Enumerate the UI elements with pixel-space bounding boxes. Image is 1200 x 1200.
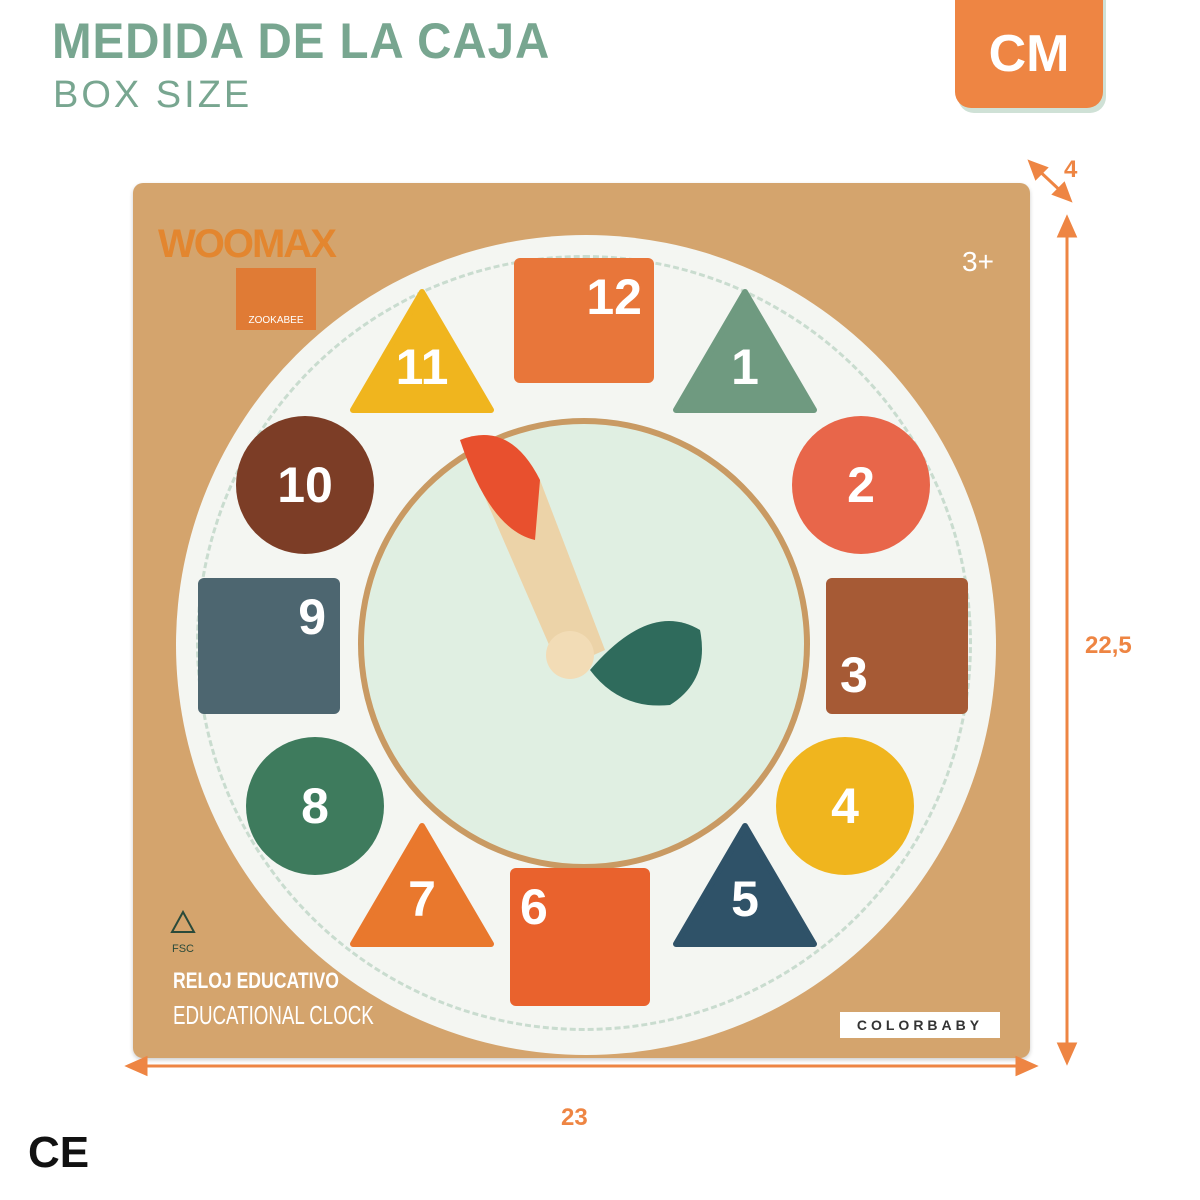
clock-piece-10: 10 [236, 416, 374, 554]
number-label: 6 [520, 879, 548, 935]
number-label: 3 [840, 647, 868, 703]
clock-piece-1: 1 [673, 289, 817, 413]
number-label: 2 [847, 457, 875, 513]
clock-center-knob [546, 631, 594, 679]
ce-mark: CE [28, 1128, 90, 1177]
page-title: MEDIDA DE LA CAJA [52, 13, 551, 69]
tree-icon [170, 909, 196, 933]
clock-dashed-border [196, 255, 972, 1031]
clock-piece-12: 12 [514, 258, 654, 383]
clock-piece-3: 3 [826, 578, 968, 714]
number-label: 11 [396, 339, 449, 395]
clock-piece-11: 11 [350, 289, 494, 413]
fsc-label: FSC [172, 943, 194, 955]
age-label: 3+ [962, 246, 994, 277]
product-name-es: RELOJ EDUCATIVO [173, 968, 339, 993]
number-label: 8 [301, 778, 329, 834]
number-label: 7 [408, 871, 436, 927]
height-label: 22,5 [1085, 632, 1132, 659]
minute-hand-tip [590, 621, 702, 706]
number-label: 4 [831, 778, 859, 834]
clock-piece-4: 4 [776, 737, 914, 875]
width-label: 23 [561, 1104, 588, 1131]
number-label: 1 [731, 339, 759, 395]
manufacturer-logo: COLORBABY [840, 1012, 1000, 1038]
number-label: 10 [277, 457, 333, 513]
sub-brand-badge: ZOOKABEE [236, 268, 316, 330]
page-subtitle: BOX SIZE [53, 74, 253, 116]
brand-logo: WOOMAX [158, 222, 337, 266]
number-label: 5 [731, 871, 759, 927]
clock-piece-9: 9 [198, 578, 340, 714]
clock-piece-7: 7 [350, 823, 494, 947]
clock-piece-2: 2 [792, 416, 930, 554]
unit-badge: CM [955, 0, 1103, 108]
product-name-en: EDUCATIONAL CLOCK [173, 1000, 374, 1030]
hour-hand-tip [460, 435, 540, 540]
number-label: 9 [298, 589, 326, 645]
fsc-logo: FSC [168, 909, 198, 955]
clock-piece-5: 5 [673, 823, 817, 947]
clock-piece-6: 6 [510, 868, 650, 1006]
depth-label: 4 [1064, 156, 1078, 183]
clock-piece-8: 8 [246, 737, 384, 875]
number-label: 12 [586, 269, 642, 325]
clock-hands [460, 435, 702, 706]
